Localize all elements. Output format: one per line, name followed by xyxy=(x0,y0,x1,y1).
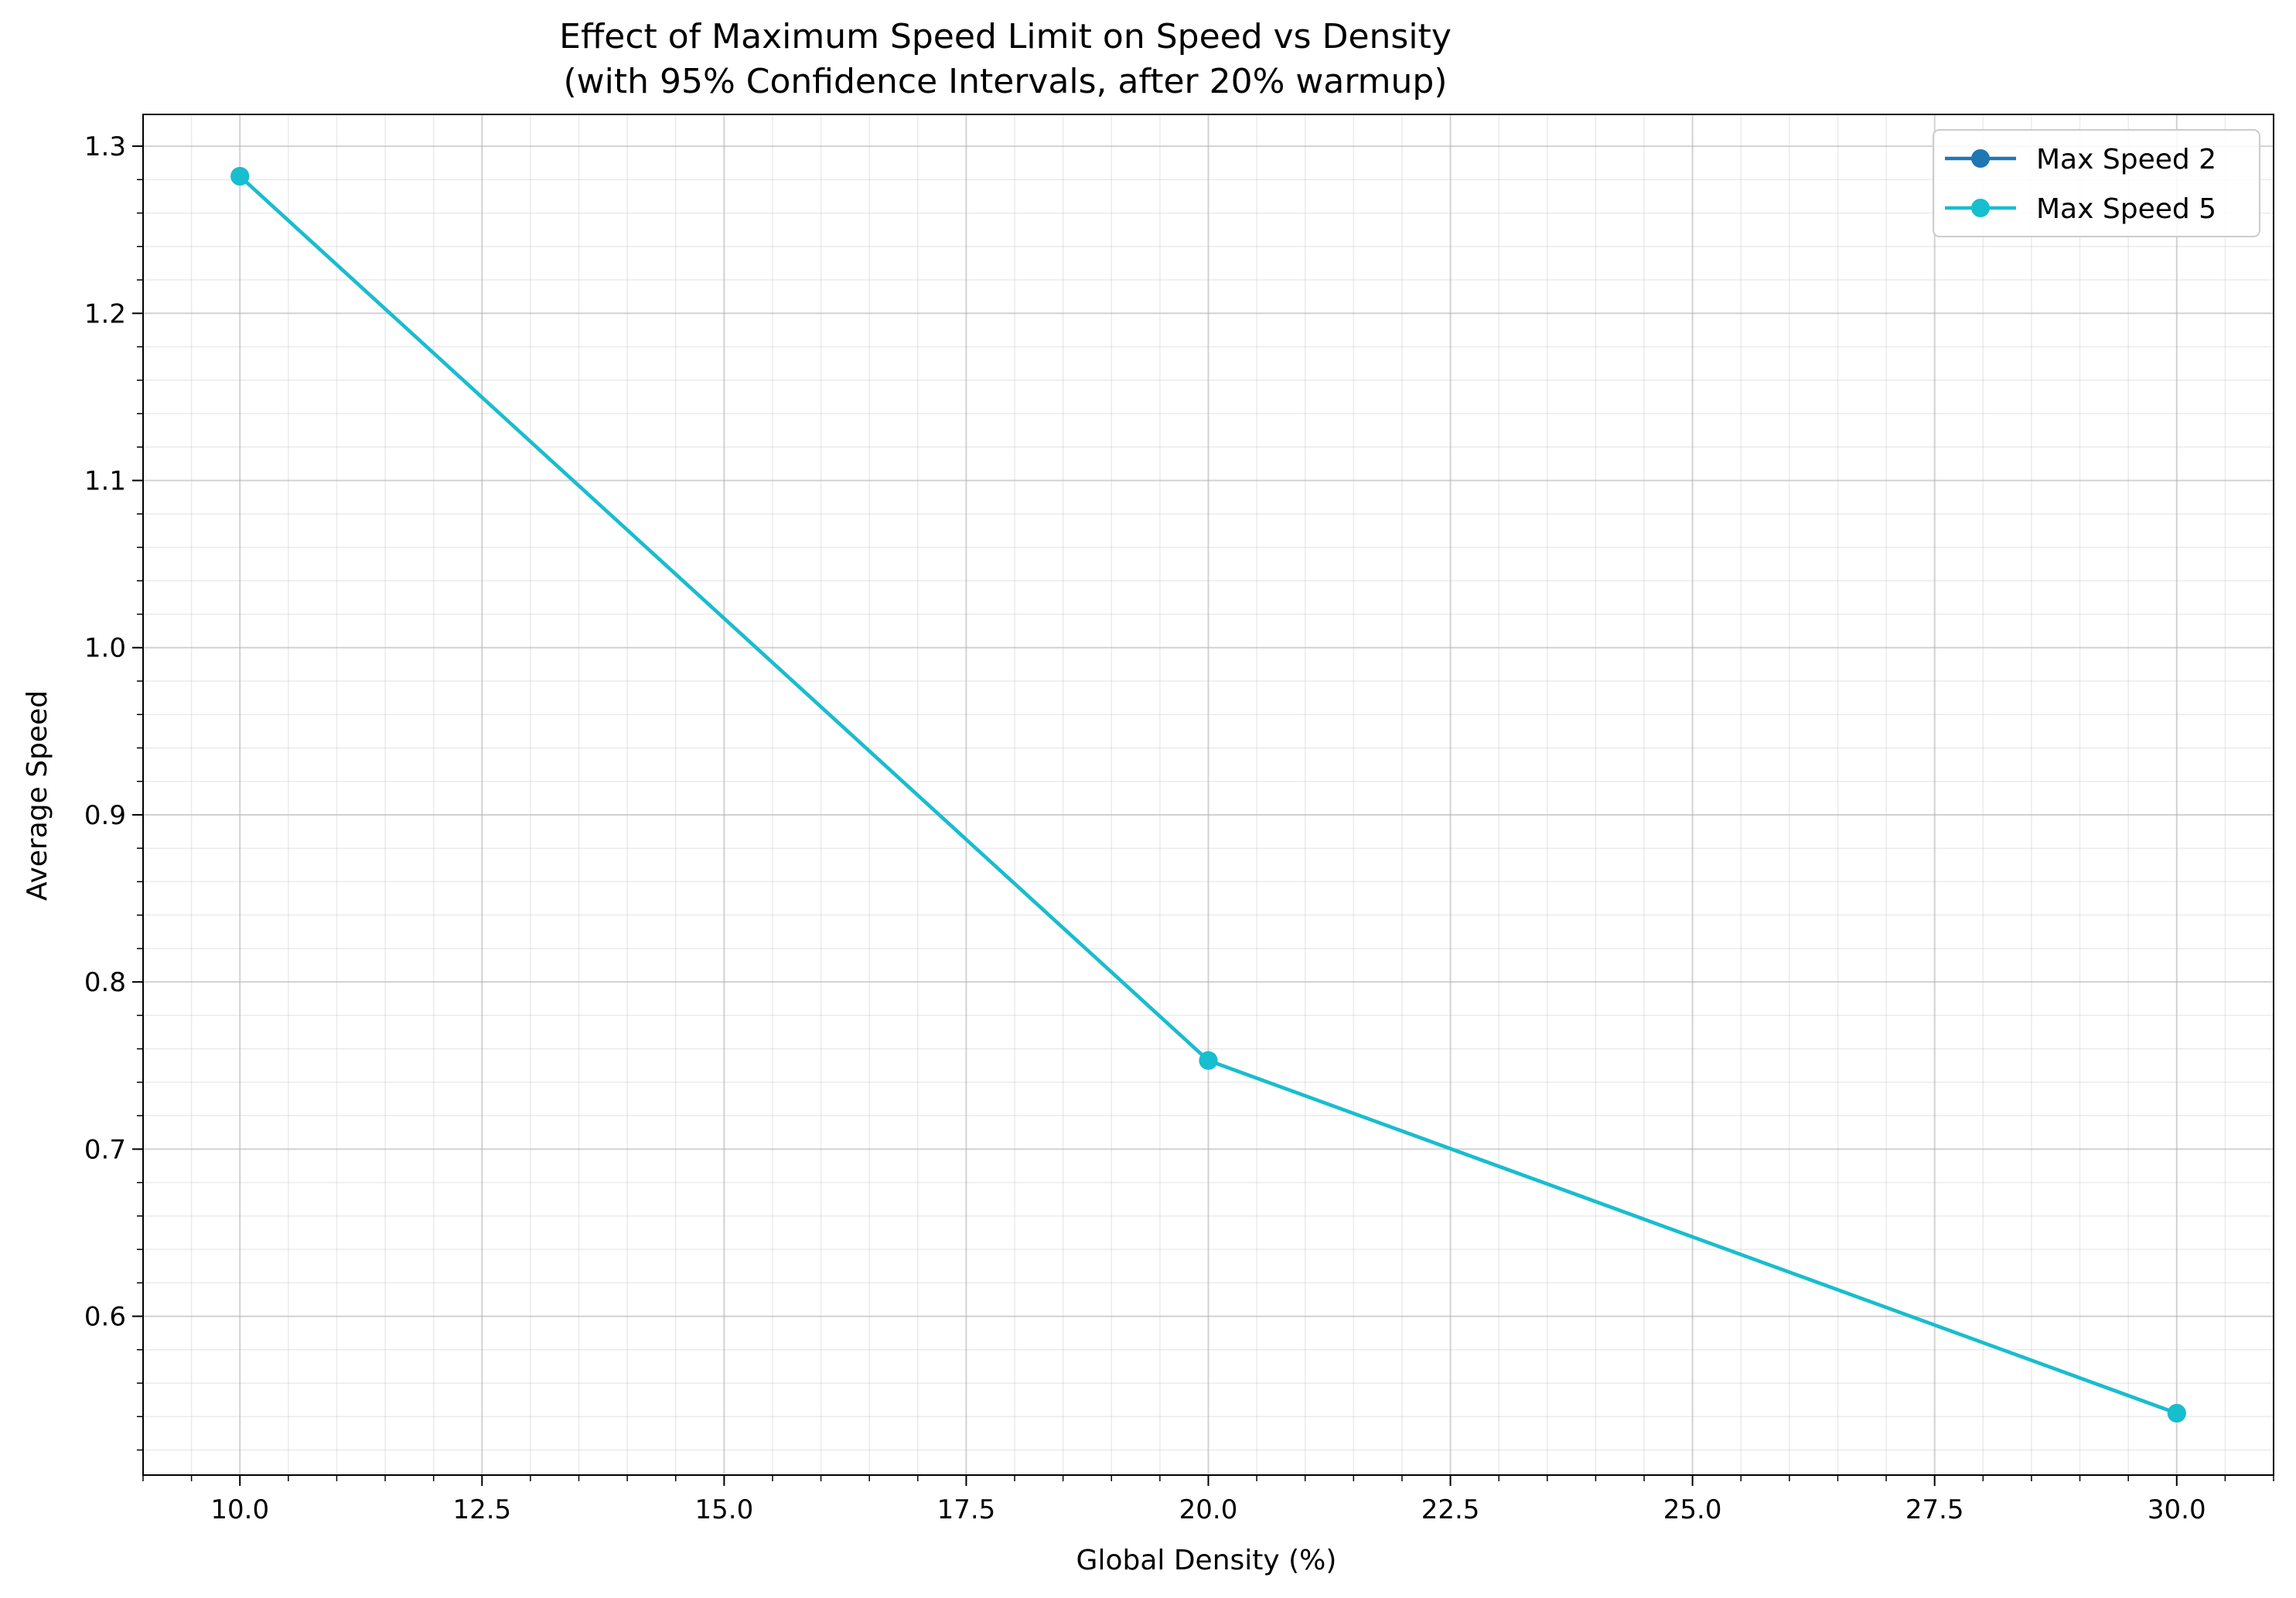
x-axis-label: Global Density (%) xyxy=(1076,1545,1337,1576)
chart-subtitle: (with 95% Confidence Intervals, after 20… xyxy=(563,62,1447,101)
minor-grid xyxy=(142,114,2274,1475)
y-axis-label: Average Speed xyxy=(22,690,53,901)
data-point-series-2 xyxy=(1199,1051,1218,1070)
chart-title: Effect of Maximum Speed Limit on Speed v… xyxy=(559,17,1452,56)
x-tick-label: 17.5 xyxy=(937,1494,996,1525)
tick-labels: 10.0 12.5 15.0 17.5 20.0 22.5 25.0 27.5 30.0 0.6 0… xyxy=(84,131,2206,1525)
x-tick-label: 15.0 xyxy=(695,1494,754,1525)
legend-box xyxy=(1933,129,2260,237)
x-tick-label: 30.0 xyxy=(2148,1494,2206,1525)
major-grid xyxy=(143,114,2274,1475)
x-tick-label: 25.0 xyxy=(1663,1494,1722,1525)
y-tick-label: 0.6 xyxy=(84,1302,126,1333)
x-tick-label: 10.0 xyxy=(210,1494,269,1525)
series-layer xyxy=(230,167,2186,1423)
y-tick-label: 1.3 xyxy=(84,131,126,162)
x-tick-label: 20.0 xyxy=(1179,1494,1238,1525)
x-tick-label: 22.5 xyxy=(1421,1494,1480,1525)
y-tick-label: 0.7 xyxy=(84,1134,126,1165)
legend-marker-2 xyxy=(1971,199,1990,217)
legend-label-2: Max Speed 5 xyxy=(2036,193,2216,225)
legend-marker-1 xyxy=(1971,149,1990,168)
y-tick-label: 0.9 xyxy=(84,800,126,831)
legend-label-1: Max Speed 2 xyxy=(2036,144,2216,175)
data-point-series-2 xyxy=(2167,1404,2186,1423)
x-tick-label: 27.5 xyxy=(1905,1494,1964,1525)
y-tick-label: 1.0 xyxy=(84,633,126,664)
y-tick-label: 1.2 xyxy=(84,298,126,329)
data-point-series-2 xyxy=(230,167,250,186)
legend: Max Speed 2 Max Speed 5 xyxy=(1933,129,2260,237)
x-tick-label: 12.5 xyxy=(452,1494,511,1525)
y-tick-label: 0.8 xyxy=(84,967,126,998)
axis-ticks xyxy=(132,145,2274,1486)
y-tick-label: 1.1 xyxy=(84,466,126,497)
